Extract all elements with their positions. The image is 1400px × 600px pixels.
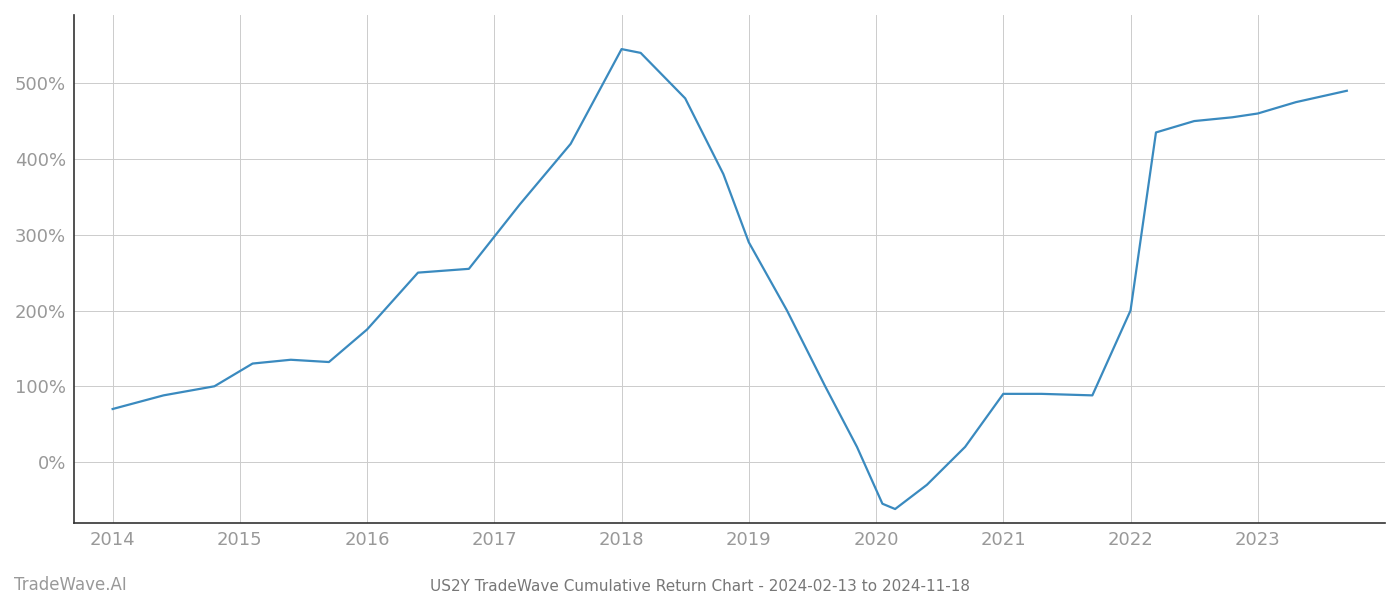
- Text: US2Y TradeWave Cumulative Return Chart - 2024-02-13 to 2024-11-18: US2Y TradeWave Cumulative Return Chart -…: [430, 579, 970, 594]
- Text: TradeWave.AI: TradeWave.AI: [14, 576, 127, 594]
